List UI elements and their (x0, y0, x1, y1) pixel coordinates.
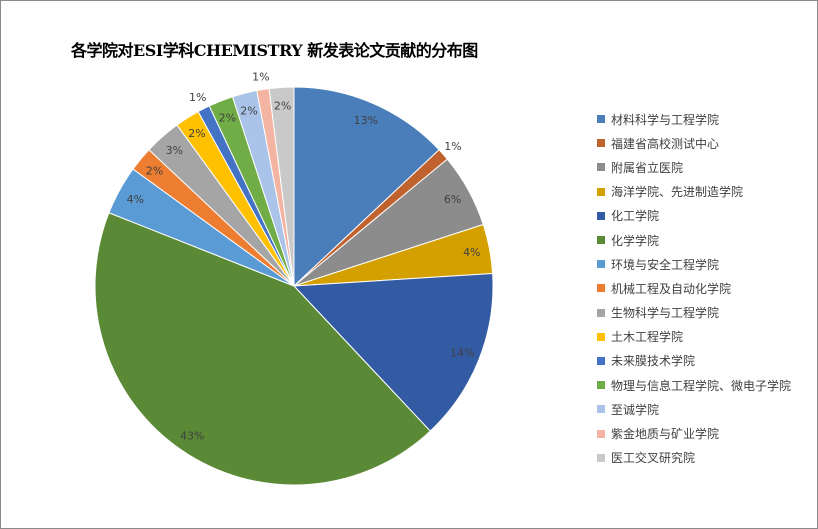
legend-swatch (597, 308, 605, 317)
data-label: 4% (127, 193, 144, 206)
legend-item: 物理与信息工程学院、微电子学院 (597, 373, 791, 397)
legend-label: 土木工程学院 (611, 330, 684, 345)
data-label: 2% (274, 99, 291, 112)
legend-label: 医工交叉研究院 (611, 451, 696, 466)
data-label: 1% (189, 91, 206, 104)
legend-item: 化工学院 (597, 204, 791, 228)
legend-item: 紫金地质与矿业学院 (597, 421, 791, 445)
legend-swatch (597, 405, 605, 414)
legend-label: 物理与信息工程学院、微电子学院 (611, 378, 792, 393)
legend-swatch (597, 260, 605, 269)
data-label: 1% (444, 140, 461, 153)
data-label: 2% (240, 105, 257, 118)
legend-label: 化工学院 (611, 209, 660, 224)
legend-item: 福建省高校测试中心 (597, 131, 791, 155)
pie-slice (293, 86, 440, 288)
legend-swatch (597, 381, 605, 390)
legend: 材料科学与工程学院 福建省高校测试中心 附属省立医院海洋学院、先进制造学院 化工学院化… (597, 107, 791, 470)
chart-title: 各学院对ESI学科CHEMISTRY 新发表论文贡献的分布图 (71, 41, 478, 60)
legend-item: 生物科学与工程学院 (597, 301, 791, 325)
legend-item: 至诚学院 (597, 397, 791, 421)
data-label: 14% (450, 347, 474, 360)
legend-label: 环境与安全工程学院 (611, 257, 720, 272)
pie-slice (94, 212, 431, 486)
legend-item: 海洋学院、先进制造学院 (597, 180, 791, 204)
legend-label: 福建省高校测试中心 (611, 136, 720, 151)
legend-item: 机械工程及自动化学院 (597, 276, 791, 300)
legend-swatch (597, 139, 605, 148)
legend-label: 材料科学与工程学院 (611, 112, 720, 127)
legend-swatch (597, 187, 605, 196)
legend-label: 生物科学与工程学院 (611, 306, 720, 321)
legend-label: 机械工程及自动化学院 (611, 281, 732, 296)
legend-label: 未来膜技术学院 (611, 354, 696, 369)
legend-swatch (597, 429, 605, 438)
legend-swatch (597, 332, 605, 341)
legend-item: 医工交叉研究院 (597, 446, 791, 470)
data-label: 2% (188, 127, 205, 140)
legend-label: 附属省立医院 (611, 160, 684, 175)
legend-label: 化学学院 (611, 233, 660, 248)
legend-item: 附属省立医院 (597, 155, 791, 179)
pie-slice (268, 86, 295, 287)
legend-item: 环境与安全工程学院 (597, 252, 791, 276)
legend-item: 土木工程学院 (597, 325, 791, 349)
legend-label: 紫金地质与矿业学院 (611, 427, 720, 442)
legend-swatch (597, 115, 605, 124)
pie-slice (292, 272, 494, 432)
data-label: 43% (180, 430, 204, 443)
data-label: 4% (463, 246, 480, 259)
data-label: 2% (146, 165, 163, 178)
data-label: 1% (252, 71, 269, 84)
data-label: 2% (219, 112, 236, 125)
legend-swatch (597, 453, 605, 462)
legend-label: 海洋学院、先进制造学院 (611, 185, 744, 200)
data-label: 13% (354, 114, 378, 127)
legend-item: 未来膜技术学院 (597, 349, 791, 373)
legend-item: 材料科学与工程学院 (597, 107, 791, 131)
legend-swatch (597, 356, 605, 365)
legend-swatch (597, 211, 605, 220)
legend-swatch (597, 163, 605, 172)
legend-swatch (597, 284, 605, 293)
legend-label: 至诚学院 (611, 402, 660, 417)
data-label: 3% (166, 144, 183, 157)
data-label: 6% (444, 193, 461, 206)
legend-item: 化学学院 (597, 228, 791, 252)
legend-swatch (597, 236, 605, 245)
